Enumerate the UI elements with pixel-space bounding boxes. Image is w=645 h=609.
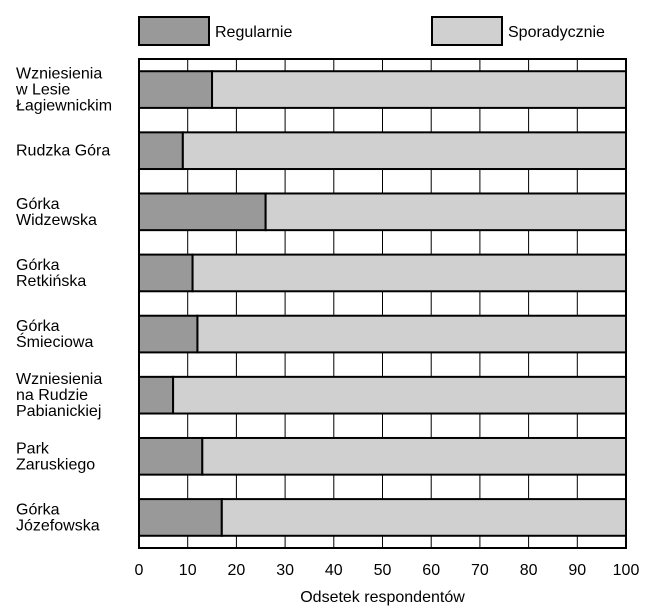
category-label: Wzniesienia w Lesie Łagiewnickim	[15, 66, 112, 115]
x-tick-label: 40	[325, 562, 343, 579]
x-tick-label: 60	[422, 562, 440, 579]
x-tick-label: 90	[568, 562, 586, 579]
category-label: Górka Retkińska	[16, 257, 86, 290]
bars	[138, 70, 628, 537]
bar-sporadycznie-4	[196, 314, 627, 354]
x-tick-label: 50	[374, 562, 392, 579]
bar-regularnie-5	[138, 375, 175, 415]
x-tick-label: 10	[179, 562, 197, 579]
legend-swatch-sporadycznie	[431, 16, 503, 46]
bar-sporadycznie-3	[191, 253, 627, 293]
legend: Regularnie Sporadycznie	[138, 16, 605, 46]
bar-sporadycznie-6	[201, 436, 627, 476]
x-tick-label: 80	[520, 562, 538, 579]
legend-label-regularnie: Regularnie	[215, 24, 292, 41]
legend-swatch-regularnie	[138, 16, 210, 46]
x-tick-label: 20	[228, 562, 246, 579]
category-label: Park Zaruskiego	[16, 440, 95, 473]
x-tick-label: 30	[276, 562, 294, 579]
legend-label-sporadycznie: Sporadycznie	[508, 24, 605, 41]
bar-regularnie-6	[138, 436, 204, 476]
bar-sporadycznie-7	[220, 498, 627, 537]
category-label: Górka Józefowska	[16, 501, 100, 534]
x-axis-ticks: 0 10 20 30 40 50 60 70 80 90 100	[135, 562, 640, 579]
category-label: Wzniesienia na Rudzie Pabianickiej	[16, 371, 102, 420]
x-tick-label: 0	[135, 562, 144, 579]
bar-sporadycznie-0	[211, 70, 628, 109]
x-tick-label: 70	[471, 562, 489, 579]
bar-sporadycznie-5	[172, 375, 627, 415]
bar-regularnie-3	[138, 253, 194, 293]
bar-regularnie-1	[138, 131, 184, 171]
category-label: Rudzka Góra	[16, 143, 110, 160]
bar-regularnie-0	[138, 70, 214, 109]
bar-sporadycznie-2	[264, 192, 627, 232]
x-axis-title: Odsetek respondentów	[300, 589, 465, 606]
category-label: Górka Widzewska	[16, 196, 97, 229]
bar-regularnie-2	[138, 192, 267, 232]
category-labels: Wzniesienia w Lesie Łagiewnickim Rudzka Gór…	[15, 66, 112, 535]
category-label: Górka Śmieciowa	[16, 318, 93, 351]
bar-regularnie-4	[138, 314, 199, 354]
plot-frame	[138, 58, 627, 549]
bar-sporadycznie-1	[181, 131, 628, 171]
x-tick-label: 100	[613, 562, 640, 579]
bar-regularnie-7	[138, 498, 223, 537]
